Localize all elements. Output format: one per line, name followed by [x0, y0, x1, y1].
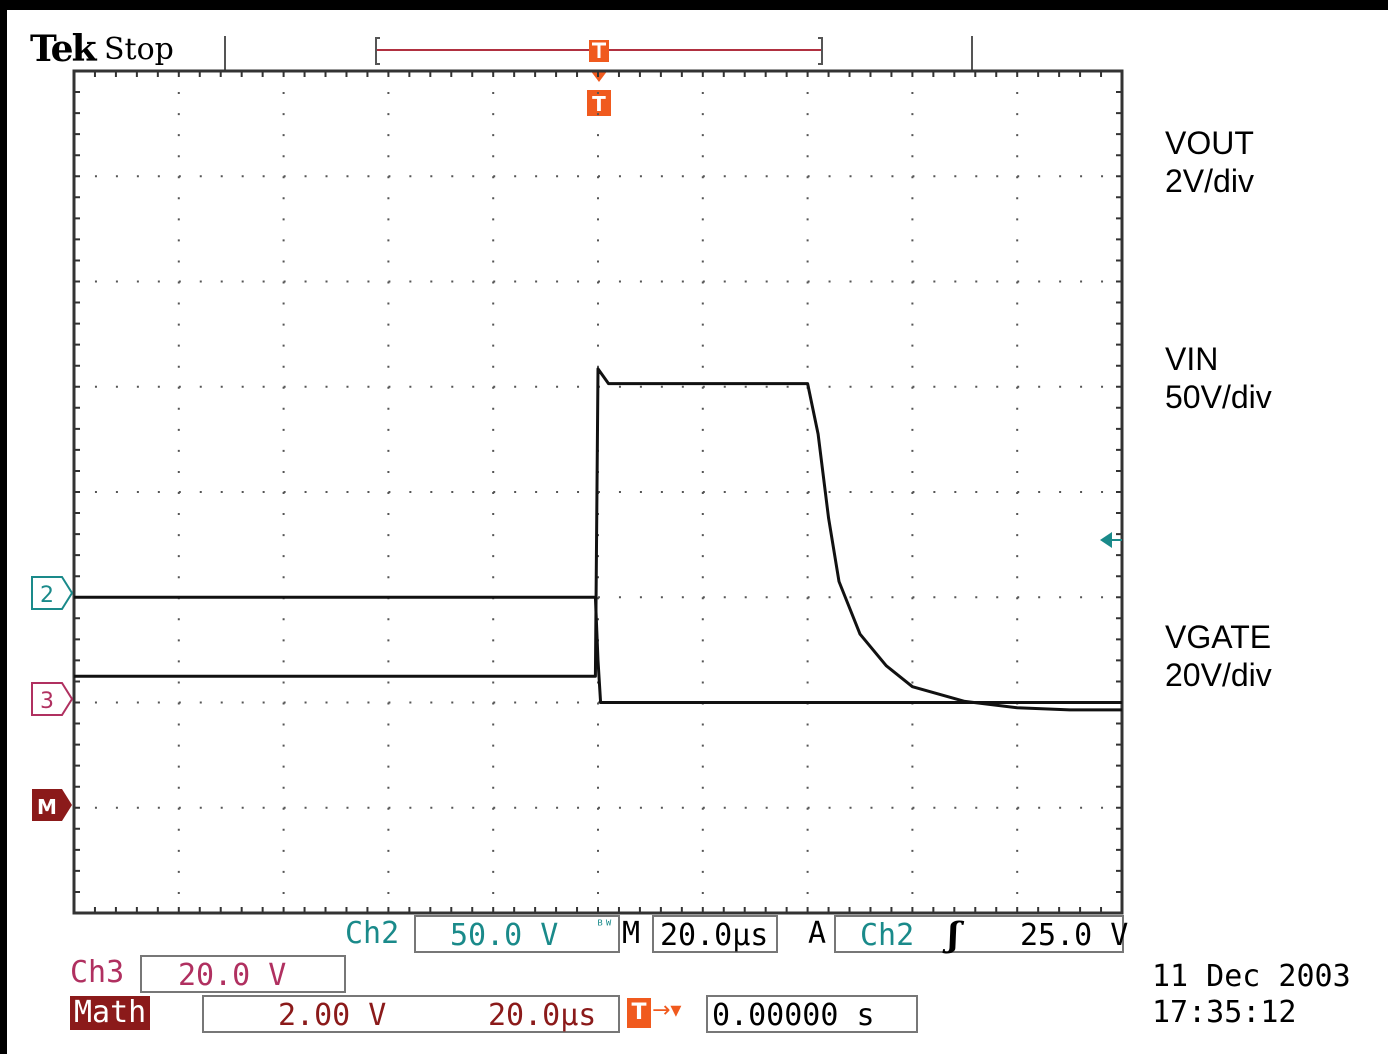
ch2-scale-box[interactable]: 50.0 V [414, 915, 620, 953]
math-marker-label: M [37, 795, 57, 819]
math-readout-label: Math [70, 996, 151, 1030]
ch2-marker-label: 2 [40, 583, 54, 608]
rising-edge-icon: ʃ [948, 915, 960, 955]
trace-vin [74, 367, 1122, 712]
trigger-position-arrow-icon: →▾ [652, 998, 682, 1023]
time-readout: 17:35:12 [1152, 995, 1297, 1030]
date-readout: 11 Dec 2003 [1152, 959, 1351, 994]
trigger-marker-label: T [592, 92, 606, 116]
ch2-scale-value: 50.0 V [450, 918, 559, 953]
trigger-channel: Ch2 [860, 918, 915, 953]
brand-logo: Tek [30, 28, 97, 70]
vgate-scale: 20V/div [1165, 657, 1272, 693]
ch3-marker[interactable]: 3 [31, 682, 74, 716]
ch3-scale-value: 20.0 V [178, 958, 287, 993]
acquisition-status: Stop [104, 32, 174, 67]
trigger-level-icon [1100, 532, 1112, 548]
ch3-readout-label: Ch3 [70, 955, 125, 990]
vgate-label: VGATE 20V/div [1165, 618, 1272, 694]
vin-title: VIN [1165, 341, 1219, 377]
ch3-marker-label: 3 [40, 689, 54, 714]
vout-title: VOUT [1165, 125, 1254, 161]
trigger-settings-box[interactable]: Ch2 ʃ 25.0 V [834, 915, 1128, 955]
timebase-value: 20.0μs [660, 918, 769, 953]
timebase-label: M [622, 916, 641, 951]
trigger-position-icon[interactable] [587, 40, 611, 116]
timebase-box[interactable]: 20.0μs [652, 915, 778, 953]
vin-label: VIN 50V/div [1165, 340, 1272, 416]
ch2-marker[interactable]: 2 [31, 576, 74, 610]
trace-vgate [74, 595, 1122, 704]
ch3-scale-box[interactable]: 20.0 V [140, 955, 346, 993]
trigger-readout-label: A [808, 916, 827, 951]
ch2-readout-label: Ch2 [345, 916, 400, 951]
math-settings-box[interactable]: 2.00 V 20.0μs [202, 995, 620, 1033]
vout-label: VOUT 2V/div [1165, 124, 1254, 200]
waveforms [74, 367, 1122, 712]
trigger-position-marker-icon: T [627, 998, 651, 1028]
math-scale-value: 2.00 V [278, 998, 387, 1033]
math-marker[interactable]: M [32, 789, 72, 821]
vout-scale: 2V/div [1165, 163, 1254, 199]
vgate-title: VGATE [1165, 619, 1272, 655]
math-time-value: 20.0μs [488, 998, 597, 1033]
trigger-position-value: 0.00000 s [712, 998, 875, 1033]
bandwidth-limit-mark: ᴮᵂ [596, 918, 613, 934]
trigger-level-value: 25.0 V [1020, 918, 1129, 953]
trigger-position-box[interactable]: 0.00000 s [706, 995, 918, 1033]
vin-scale: 50V/div [1165, 379, 1272, 415]
